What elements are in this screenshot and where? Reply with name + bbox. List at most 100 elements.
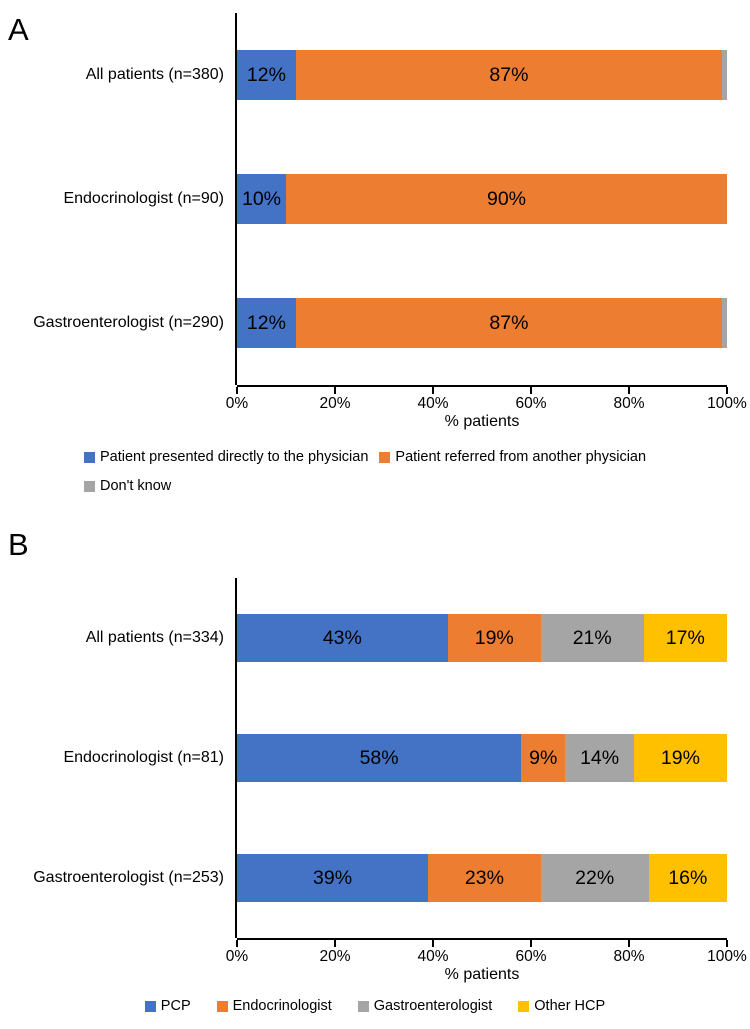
- data-label: 9%: [529, 746, 558, 769]
- legend-item: Gastroenterologist: [357, 998, 493, 1014]
- x-tick-label: 40%: [417, 395, 449, 412]
- x-tick-label: 80%: [613, 948, 645, 965]
- category-label: Gastroenterologist (n=290): [33, 314, 224, 332]
- data-label: 12%: [246, 63, 286, 86]
- legend-label: Gastroenterologist: [373, 998, 493, 1014]
- bar-row: All patients (n=334) 43% 19% 21% 17%: [0, 578, 750, 698]
- bar-segment-yellow: 19%: [633, 734, 727, 782]
- bar-segment-blue: 43%: [237, 614, 448, 662]
- x-axis-title: % patients: [444, 966, 520, 983]
- bar-segment-blue: 10%: [237, 174, 286, 224]
- x-tick-label: 60%: [515, 395, 547, 412]
- category-label: Endocrinologist (n=81): [63, 749, 224, 767]
- bar-track: 12% 87%: [237, 50, 727, 100]
- x-tick: [334, 940, 336, 947]
- plot-area-B: All patients (n=334) 43% 19% 21% 17% Endocrin…: [0, 578, 750, 938]
- x-tick-labels: 0% 20% 40% 60% 80% 100%: [226, 393, 747, 413]
- bar-segment-gray: 14%: [565, 734, 634, 782]
- x-tick: [530, 387, 532, 394]
- legend-item: Patient presented directly to the physic…: [84, 449, 368, 465]
- legend-label: Patient presented directly to the physic…: [100, 449, 369, 465]
- data-label: 10%: [241, 187, 282, 210]
- category-label: All patients (n=380): [85, 66, 224, 84]
- plot-rows: All patients (n=334) 43% 19% 21% 17% Endocrin…: [0, 578, 750, 938]
- x-tick: [628, 387, 630, 394]
- legend-label: Don't know: [100, 478, 172, 494]
- category-label: All patients (n=334): [85, 629, 224, 647]
- legend-item: PCP: [144, 998, 191, 1014]
- y-axis-line: [235, 13, 237, 385]
- bar-segment-yellow: 16%: [648, 854, 727, 902]
- x-tick: [236, 940, 238, 947]
- x-tick-label: 0%: [225, 948, 249, 965]
- bar-row: Gastroenterologist (n=290) 12% 87%: [0, 261, 750, 385]
- bar-segment-orange: 19%: [447, 614, 541, 662]
- x-tick: [726, 940, 728, 947]
- x-tick: [334, 387, 336, 394]
- bar-segment-gray: 21%: [540, 614, 644, 662]
- data-label: 19%: [474, 626, 514, 649]
- bar-segment-blue: 58%: [237, 734, 522, 782]
- data-label: 58%: [359, 746, 399, 769]
- plot-area-A: All patients (n=380) 12% 87% Endocrinologis…: [0, 13, 750, 385]
- bar-segment-gray: [722, 298, 727, 348]
- bar-row: All patients (n=380) 12% 87%: [0, 13, 750, 137]
- bar-segment-blue: 39%: [237, 854, 429, 902]
- bar-track: 10% 90%: [237, 174, 727, 224]
- bar-segment-gray: 22%: [540, 854, 649, 902]
- legend-item: Other HCP: [518, 998, 605, 1014]
- bar-row: Gastroenterologist (n=253) 39% 23% 22% 16%: [0, 818, 750, 938]
- x-tick-labels: 0% 20% 40% 60% 80% 100%: [226, 946, 747, 966]
- legend-row: Patient presented directly to the physic…: [84, 449, 750, 465]
- bar-segment-orange: 90%: [286, 174, 727, 224]
- bar-row: Endocrinologist (n=90) 10% 90%: [0, 137, 750, 261]
- legend-swatch-icon: [518, 1000, 530, 1012]
- panel-letter-A: A: [8, 12, 29, 47]
- legend-label: Other HCP: [534, 998, 606, 1014]
- legend-label: Patient referred from another physician: [395, 449, 647, 465]
- data-label: 87%: [489, 63, 529, 86]
- legend-label: PCP: [160, 998, 191, 1014]
- bar-row: Endocrinologist (n=81) 58% 9% 14% 19%: [0, 698, 750, 818]
- data-label: 39%: [313, 866, 353, 889]
- panel-A: A All patients (n=380) 12% 87% Endocrinolog…: [0, 12, 750, 494]
- y-axis-line: [235, 578, 237, 938]
- legend: PCP Endocrinologist Gastroenterologist Othe…: [0, 998, 750, 1014]
- bar-track: 58% 9% 14% 19%: [237, 734, 727, 782]
- legend-swatch-icon: [357, 1000, 369, 1012]
- legend: Patient presented directly to the physic…: [0, 449, 750, 494]
- x-tick: [530, 940, 532, 947]
- x-tick-label: 20%: [319, 948, 351, 965]
- category-label: Endocrinologist (n=90): [63, 190, 224, 208]
- legend-swatch-icon: [216, 1000, 228, 1012]
- x-tick: [628, 940, 630, 947]
- panel-letter-B: B: [8, 527, 29, 562]
- data-label: 87%: [489, 311, 529, 334]
- bar-track: 12% 87%: [237, 298, 727, 348]
- bar-segment-orange: 9%: [521, 734, 566, 782]
- x-tick-label: 100%: [707, 395, 747, 412]
- data-label: 43%: [322, 626, 362, 649]
- legend-item: Don't know: [84, 478, 171, 494]
- x-axis-line: [236, 385, 728, 394]
- data-label: 16%: [668, 866, 708, 889]
- legend-swatch-icon: [84, 451, 95, 463]
- bar-segment-blue: 12%: [237, 50, 296, 100]
- data-label: 19%: [660, 746, 700, 769]
- data-label: 21%: [572, 626, 612, 649]
- x-tick: [432, 940, 434, 947]
- x-tick-label: 60%: [515, 948, 547, 965]
- legend-row: Don't know: [84, 478, 750, 494]
- x-tick: [236, 387, 238, 394]
- x-tick-label: 80%: [613, 395, 645, 412]
- bar-track: 43% 19% 21% 17%: [237, 614, 727, 662]
- data-label: 12%: [246, 311, 286, 334]
- x-tick-label: 100%: [707, 948, 747, 965]
- bar-segment-orange: 23%: [428, 854, 541, 902]
- legend-row: PCP Endocrinologist Gastroenterologist Othe…: [0, 998, 750, 1014]
- x-tick: [726, 387, 728, 394]
- legend-swatch-icon: [144, 1000, 156, 1012]
- panel-B: B All patients (n=334) 43% 19% 21% 17% Endocr…: [0, 527, 750, 1014]
- data-label: 23%: [464, 866, 504, 889]
